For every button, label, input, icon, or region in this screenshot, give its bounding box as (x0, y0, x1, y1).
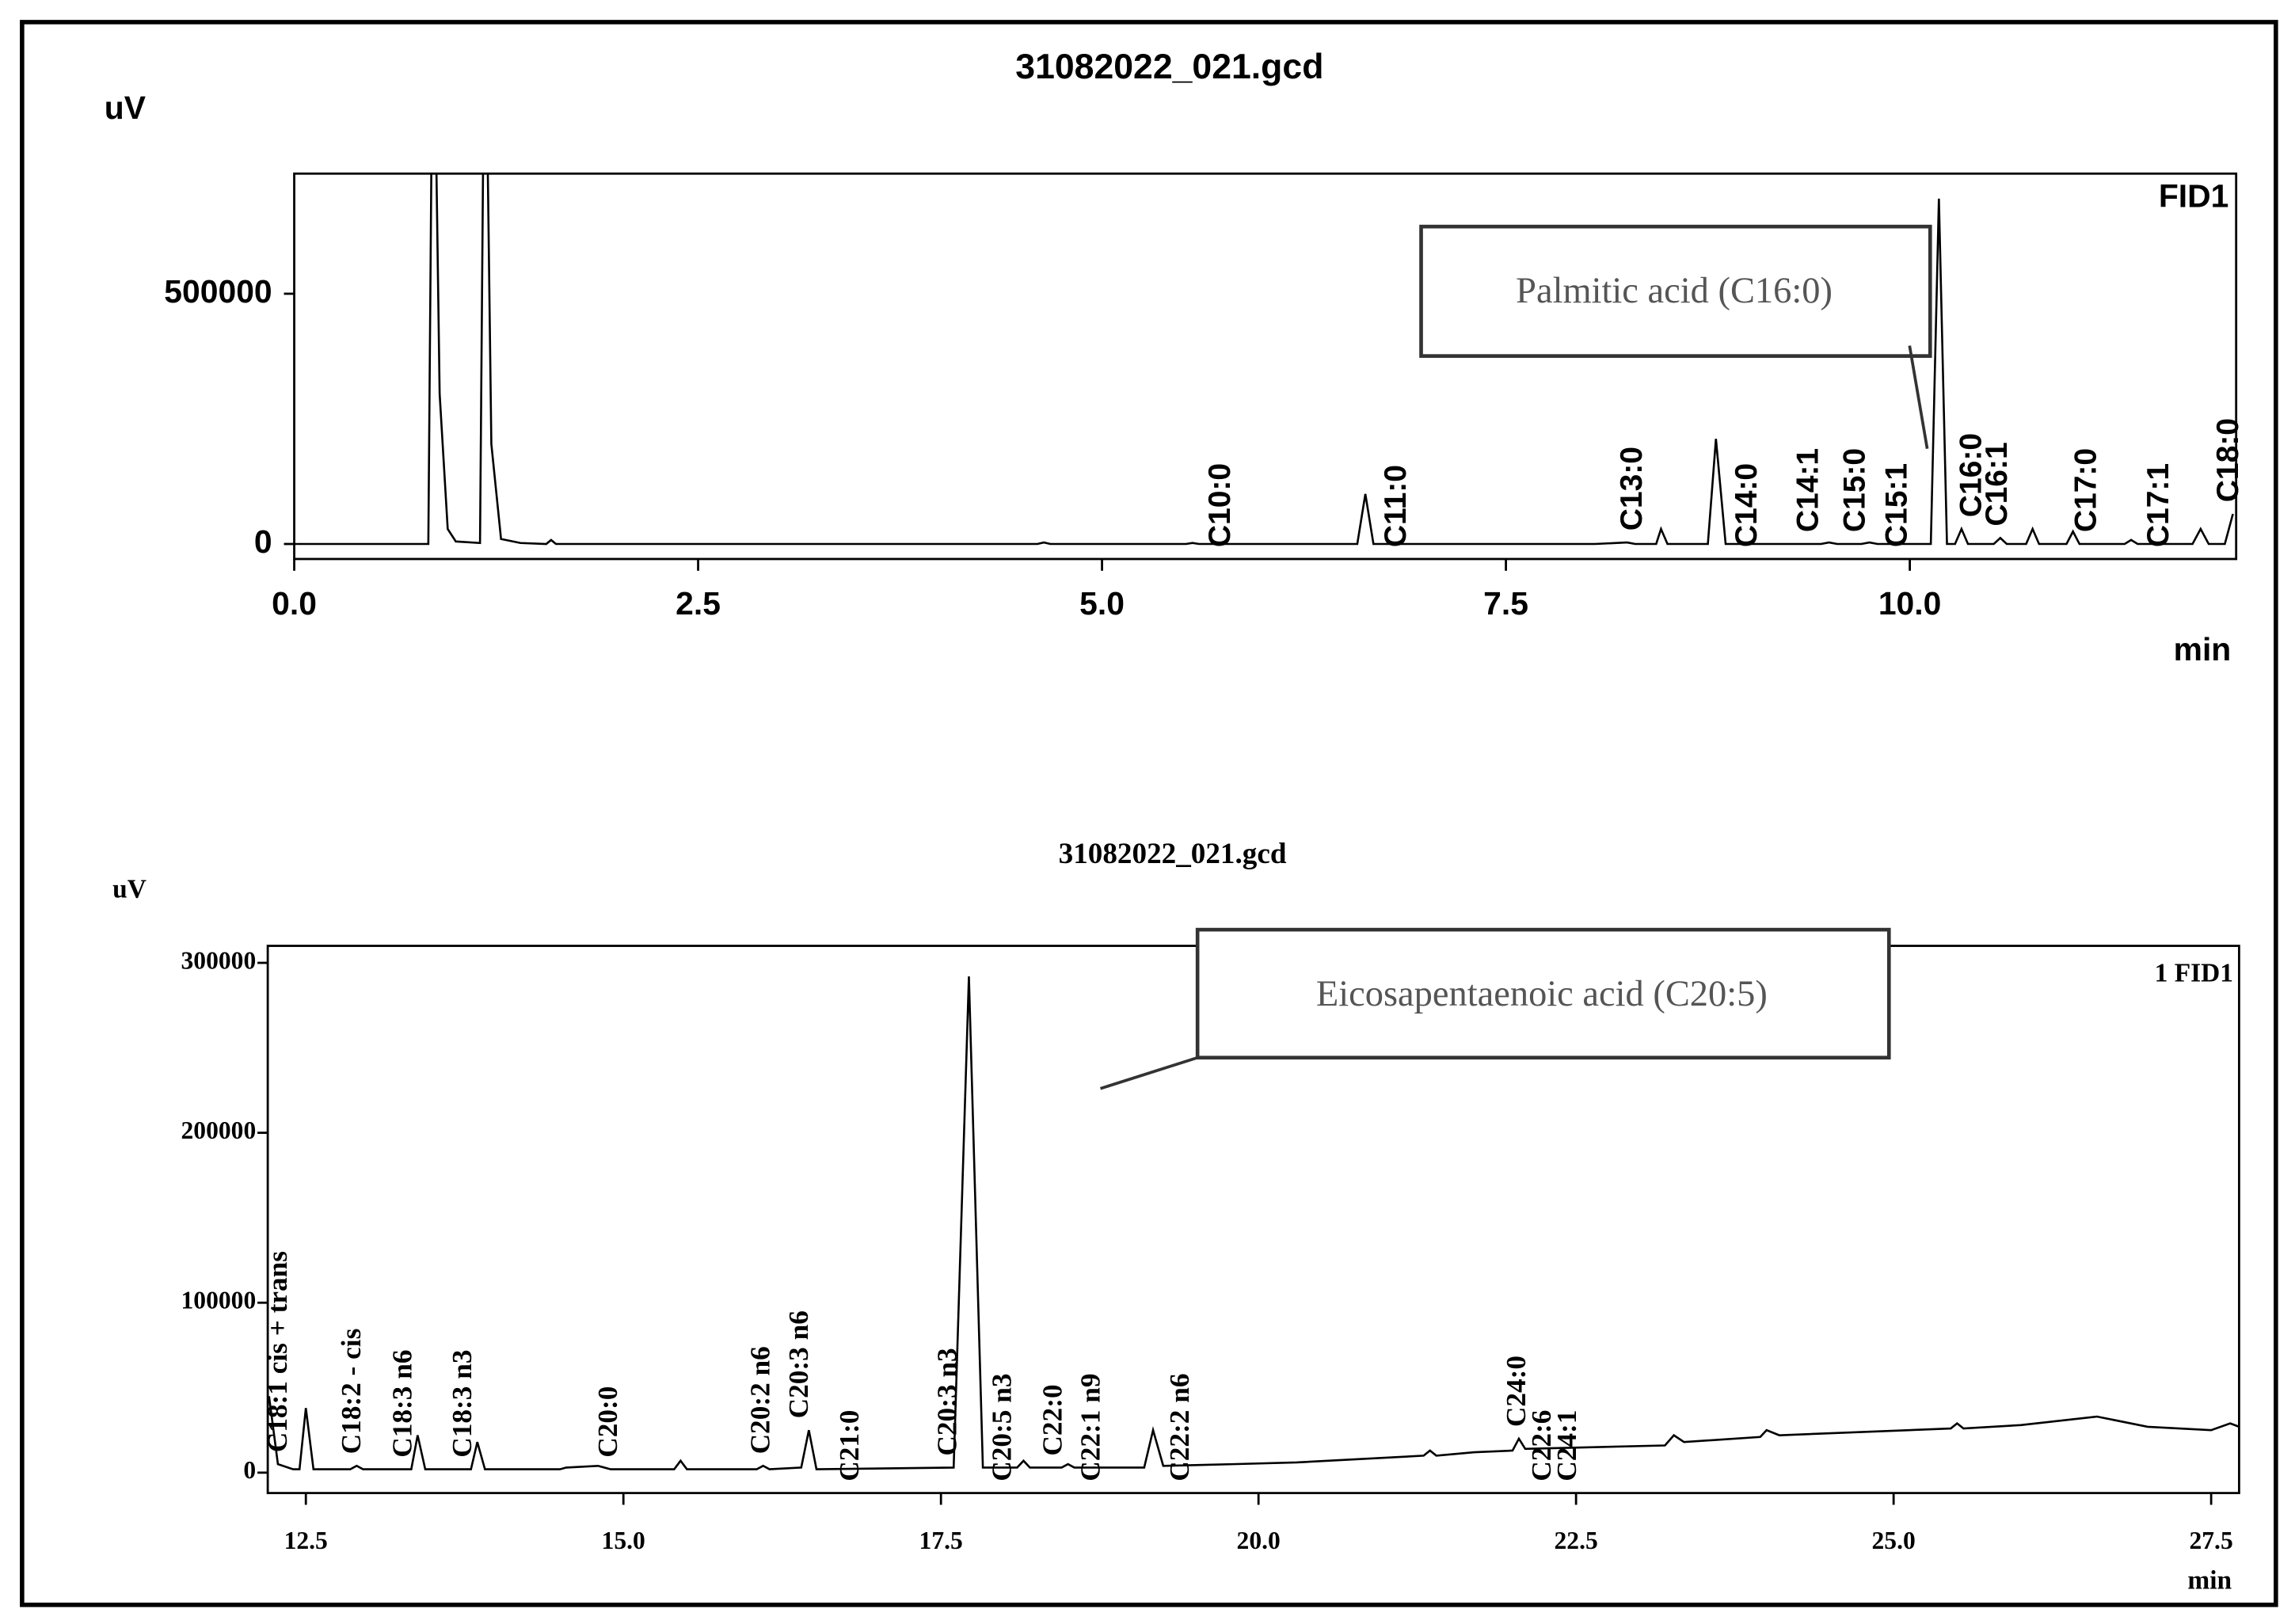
peak-label: C17:1 (2141, 463, 2175, 547)
plot-area (293, 172, 2238, 561)
peak-label: C21:0 (834, 1410, 865, 1481)
peak-label: C18:2 - cis (336, 1329, 367, 1455)
x-axis-label: min (2187, 1566, 2232, 1595)
x-tick-label: 0.0 (272, 585, 317, 622)
callout-box (1195, 927, 1891, 1060)
peak-label: C20:3 n3 (932, 1348, 963, 1455)
peak-label: C14:1 (1791, 448, 1825, 532)
peak-label: C20:3 n6 (783, 1310, 814, 1418)
x-tick-label: 27.5 (2189, 1527, 2232, 1554)
peak-label: C18:3 n6 (386, 1349, 417, 1457)
peak-label: C24:0 (1501, 1356, 1532, 1427)
peak-label: C13:0 (1615, 447, 1649, 531)
peak-label: C22:6 (1526, 1410, 1557, 1481)
y-tick-label: 300000 (181, 946, 257, 974)
x-tick-label: 2.5 (676, 585, 721, 622)
x-tick-label: 7.5 (1483, 585, 1528, 622)
x-axis-label: min (2174, 631, 2232, 667)
peak-label: C10:0 (1203, 463, 1237, 547)
callout-leader (1099, 1055, 1198, 1090)
channel-label: 1 FID1 (2155, 958, 2233, 987)
peak-label: C17:0 (2069, 448, 2103, 532)
x-tick-label: 12.5 (284, 1527, 328, 1554)
callout-text: Palmitic acid (C16:0) (1516, 271, 1833, 311)
peak-label: C11:0 (1379, 465, 1413, 547)
y-tick-label: 100000 (181, 1286, 257, 1314)
frame (20, 20, 2278, 1607)
chart-title: 31082022_021.gcd (1015, 48, 1323, 86)
peak-label: C22:2 n6 (1164, 1374, 1195, 1481)
x-tick-label: 22.5 (1555, 1527, 1598, 1554)
x-tick-label: 10.0 (1878, 585, 1942, 622)
peak-label: C18:1 cis + trans (262, 1251, 293, 1452)
peak-label: C22:0 (1037, 1384, 1068, 1455)
channel-label: FID1 (2159, 178, 2229, 215)
y-axis-label: uV (112, 874, 147, 903)
y-tick-label: 0 (243, 1456, 256, 1484)
x-tick-label: 15.0 (602, 1527, 645, 1554)
peak-label: C20:5 n3 (986, 1374, 1017, 1481)
trace (268, 976, 2240, 1470)
peak-label: C18:0 (2211, 418, 2245, 502)
peak-label: C18:3 n3 (447, 1349, 478, 1457)
x-tick-label: 5.0 (1079, 585, 1125, 622)
peak-label: C24:1 (1551, 1410, 1582, 1481)
peak-label: C14:0 (1730, 463, 1764, 547)
peak-label: C16:0 (1954, 433, 1988, 517)
callout-leader (1908, 345, 1929, 449)
trace (294, 173, 2234, 546)
x-tick-label: 17.5 (919, 1527, 963, 1554)
y-tick-label: 0 (254, 523, 272, 560)
chart-title: 31082022_021.gcd (1059, 838, 1287, 870)
x-tick-label: 25.0 (1872, 1527, 1916, 1554)
y-axis-label: uV (105, 89, 146, 126)
x-tick-label: 20.0 (1237, 1527, 1281, 1554)
peak-label: C15:0 (1838, 448, 1872, 532)
peak-label: C16:1 (1980, 442, 2014, 526)
peak-label: C20:2 n6 (745, 1346, 776, 1454)
y-tick-label: 200000 (181, 1116, 257, 1144)
peak-label: C15:1 (1880, 463, 1914, 547)
callout-box (1419, 224, 1932, 358)
y-tick-label: 500000 (164, 273, 272, 310)
peak-label: C20:0 (592, 1386, 623, 1458)
callout-text: Eicosapentaenoic acid (C20:5) (1316, 974, 1768, 1014)
peak-label: C22:1 n9 (1075, 1374, 1106, 1481)
